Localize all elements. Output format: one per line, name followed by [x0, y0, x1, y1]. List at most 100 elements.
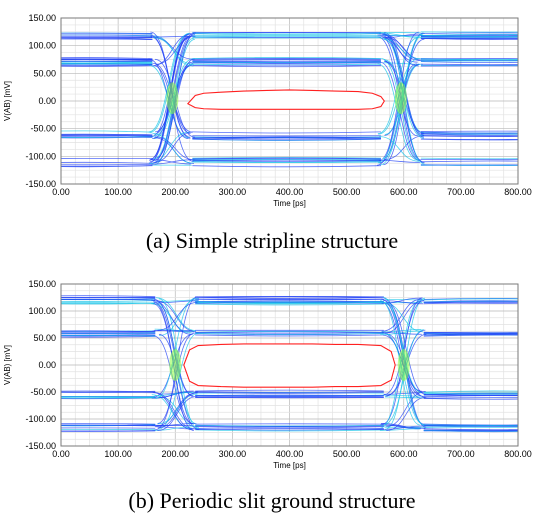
eye-diagram-panel-a: 0.00 100.00 200.00 300.00 400.00 500.00 600.00…	[3, 13, 532, 208]
chart-0-transition-trace	[151, 159, 192, 165]
chart-1-x-tick-label: 600.00	[390, 449, 418, 459]
chart-0-y-tick-label: -150.00	[25, 179, 56, 189]
chart-1-trace	[195, 330, 384, 333]
eye-diagram-panel-b: 0.00 100.00 200.00 300.00 400.00 500.00 600.00…	[0, 266, 544, 528]
chart-1-transition-trace	[383, 302, 424, 333]
chart-1-trace	[423, 390, 518, 393]
chart-1-transition-trace	[380, 330, 421, 336]
chart-0-transition-trace	[379, 136, 420, 162]
chart-1-traces	[61, 295, 518, 433]
chart-0-x-tick-label: 600.00	[390, 187, 418, 197]
chart-1-trace	[195, 303, 384, 306]
chart-1-y-tick-label: -150.00	[25, 441, 56, 451]
chart-1-trace	[61, 424, 156, 427]
chart-0-trace	[192, 36, 381, 38]
chart-0-trace	[192, 65, 381, 68]
chart-1-trace	[195, 296, 384, 299]
chart-0-trace	[192, 159, 381, 161]
chart-0-trace	[61, 130, 153, 133]
chart-0-trace	[420, 138, 518, 141]
chart-0-x-tick-label: 800.00	[504, 187, 532, 197]
chart-0-trace	[61, 165, 153, 168]
chart-0-trace	[192, 138, 381, 141]
chart-0-eye-contour	[186, 89, 385, 110]
chart-1-x-tick-label: 300.00	[219, 449, 247, 459]
chart-1-trace	[423, 397, 518, 399]
chart-1-trace	[61, 302, 156, 304]
chart-0-x-tick-label: 700.00	[447, 187, 475, 197]
chart-1-trace	[61, 300, 156, 302]
chart-1-trace	[195, 426, 384, 429]
chart-0-trace	[61, 134, 153, 137]
chart-1-x-tick-label: 800.00	[504, 449, 532, 459]
chart-0-trace	[420, 134, 518, 137]
chart-1-trace	[195, 300, 384, 303]
chart-0-transition-trace	[382, 34, 423, 38]
chart-1-transition-trace	[385, 424, 426, 429]
chart-1-trace	[195, 333, 384, 335]
chart-0-trace	[192, 156, 381, 159]
chart-0-transition-trace	[155, 35, 196, 65]
chart-1-trace	[61, 396, 156, 399]
eye-diagram-b: 0.00 100.00 200.00 300.00 400.00 500.00 600.00…	[3, 279, 532, 470]
chart-1-trace	[61, 298, 156, 300]
chart-1-x-tick-label: 500.00	[333, 449, 361, 459]
chart-1-trace	[195, 395, 384, 398]
chart-1-y-tick-label: -50.00	[30, 387, 56, 397]
chart-0-transition-trace	[384, 61, 425, 163]
chart-0-transition-trace	[378, 32, 419, 38]
chart-0-x-tick-label: 0.00	[52, 187, 70, 197]
chart-1-transition-trace	[155, 297, 196, 399]
chart-1-trace	[195, 391, 384, 394]
chart-0-y-tick-label: 100.00	[28, 41, 56, 51]
chart-1-trace	[61, 335, 156, 337]
chart-1-trace	[195, 298, 384, 301]
chart-0-x-tick-label: 400.00	[276, 187, 304, 197]
chart-1-trace	[61, 295, 156, 298]
chart-1-x-tick-label: 700.00	[447, 449, 475, 459]
chart-0-trace	[192, 36, 381, 38]
chart-0-crossing-point	[166, 82, 179, 115]
chart-0-transition-trace	[378, 33, 419, 67]
chart-0-y-tick-label: -50.00	[30, 124, 56, 134]
chart-1-trace	[195, 429, 384, 432]
chart-1-trace	[423, 424, 518, 426]
chart-1-x-tick-label: 100.00	[104, 449, 132, 459]
chart-0-trace	[192, 57, 381, 59]
chart-1-transition-trace	[154, 299, 195, 398]
chart-1-x-tick-label: 0.00	[52, 449, 70, 459]
chart-0-transition-trace	[376, 63, 417, 166]
chart-0-trace	[420, 135, 518, 137]
chart-0-trace	[420, 157, 518, 160]
chart-1-trace	[423, 428, 518, 431]
chart-1-trace	[423, 300, 518, 303]
chart-1-transition-trace	[385, 301, 427, 395]
chart-1-crossing-point	[397, 349, 410, 381]
chart-0-y-axis-label: V(AB) [mV]	[3, 81, 12, 121]
chart-0-y-tick-label: 0.00	[38, 96, 56, 106]
chart-0-transition-trace	[377, 63, 418, 161]
chart-0-y-tick-label: 150.00	[28, 13, 56, 23]
chart-1-trace	[423, 334, 518, 337]
chart-1-trace	[423, 302, 518, 305]
chart-0-trace	[192, 32, 381, 35]
chart-0-crossing-point	[394, 82, 407, 115]
chart-0-trace	[192, 59, 381, 62]
chart-1-crossing-point	[169, 349, 182, 381]
chart-0-trace	[192, 33, 381, 36]
chart-1-transition-trace	[381, 329, 422, 333]
chart-1-trace	[61, 430, 156, 432]
chart-1-y-axis-label: V(AB) [mV]	[3, 345, 12, 385]
chart-0-trace	[61, 64, 153, 67]
chart-0-trace	[192, 137, 381, 139]
chart-1-trace	[61, 332, 156, 334]
chart-0-traces	[61, 31, 518, 168]
chart-1-transition-trace	[152, 426, 193, 432]
chart-1-trace	[195, 394, 384, 397]
chart-0-trace	[420, 133, 518, 136]
chart-0-x-tick-label: 200.00	[161, 187, 189, 197]
chart-1-transition-trace	[384, 396, 425, 399]
chart-0-trace	[61, 57, 153, 60]
chart-0-trace	[420, 131, 518, 134]
chart-1-transition-trace	[157, 392, 198, 429]
